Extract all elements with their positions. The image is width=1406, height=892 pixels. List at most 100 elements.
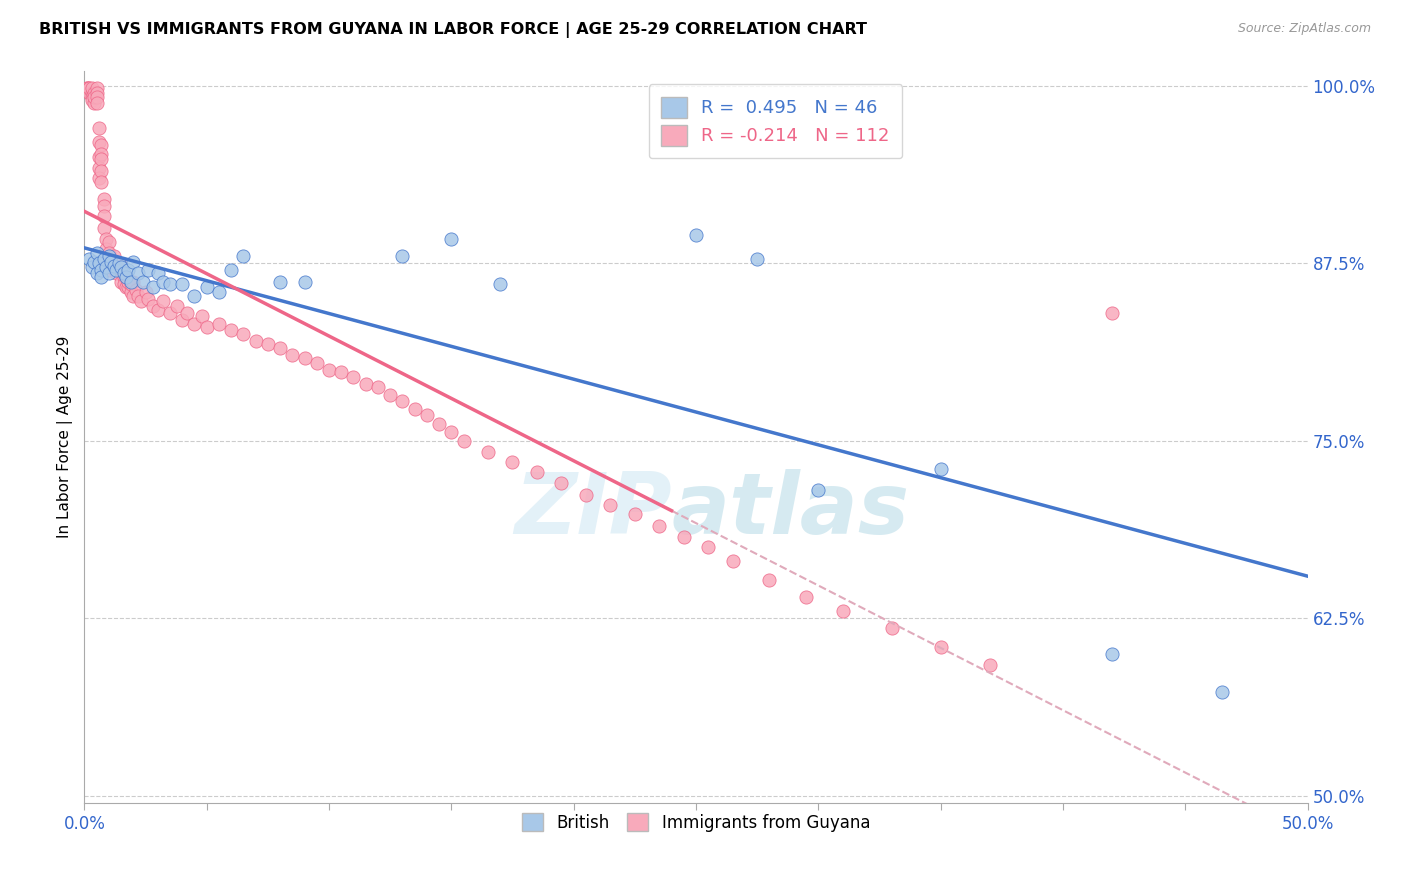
Point [146,266,169,280]
Point [245,334,267,349]
Point [83,86,105,100]
Point [107,256,129,270]
Point [120,285,142,299]
Point [97,249,120,263]
Point [103,259,125,273]
Point [880,621,903,635]
Point [550,476,572,491]
Point [86,81,108,95]
Point [176,306,198,320]
Point [83,90,105,104]
Point [477,445,499,459]
Point [87,136,110,150]
Point [90,153,112,167]
Point [117,275,139,289]
Point [1211,685,1233,699]
Point [219,263,242,277]
Text: atlas: atlas [672,468,910,552]
Point [120,277,142,292]
Point [112,277,135,292]
Point [721,554,744,568]
Point [96,232,118,246]
Y-axis label: In Labor Force | Age 25-29: In Labor Force | Age 25-29 [58,336,73,538]
Point [132,275,155,289]
Point [136,263,159,277]
Point [318,362,340,376]
Point [77,81,100,95]
Point [648,519,671,533]
Point [97,254,120,268]
Point [269,341,291,355]
Point [183,289,205,303]
Point [624,508,647,522]
Point [794,590,817,604]
Point [112,266,135,280]
Legend: British, Immigrants from Guyana: British, Immigrants from Guyana [515,806,877,838]
Point [80,260,103,275]
Point [103,256,125,270]
Point [110,260,132,275]
Point [110,275,132,289]
Point [115,270,138,285]
Point [575,487,598,501]
Text: ZIP: ZIP [513,468,672,552]
Point [100,260,122,275]
Point [672,530,695,544]
Point [191,309,214,323]
Point [97,263,120,277]
Point [97,266,120,280]
Point [117,263,139,277]
Point [152,275,174,289]
Point [96,242,118,256]
Point [87,121,110,136]
Point [115,270,138,285]
Point [599,498,621,512]
Point [1101,647,1123,661]
Point [1101,306,1123,320]
Point [526,465,548,479]
Point [127,266,149,280]
Point [257,337,280,351]
Point [122,275,145,289]
Point [342,369,364,384]
Point [80,81,103,95]
Point [195,280,218,294]
Point [831,604,853,618]
Point [105,260,128,275]
Point [232,249,254,263]
Point [427,417,450,431]
Point [125,283,148,297]
Point [758,573,780,587]
Point [90,270,112,285]
Point [80,93,103,107]
Point [90,138,112,153]
Point [77,252,100,266]
Point [87,170,110,185]
Point [87,161,110,175]
Point [122,254,145,268]
Point [76,81,98,95]
Point [105,266,128,280]
Point [232,327,254,342]
Point [208,317,231,331]
Point [122,289,145,303]
Point [93,252,115,266]
Point [107,256,129,270]
Point [120,275,142,289]
Point [90,263,112,277]
Point [219,323,242,337]
Point [172,277,194,292]
Point [87,150,110,164]
Point [183,317,205,331]
Point [115,280,138,294]
Point [127,289,149,303]
Point [90,175,112,189]
Point [112,270,135,285]
Point [135,285,157,299]
Point [453,434,475,448]
Point [294,351,316,366]
Point [129,294,152,309]
Point [142,299,165,313]
Point [97,246,120,260]
Point [172,313,194,327]
